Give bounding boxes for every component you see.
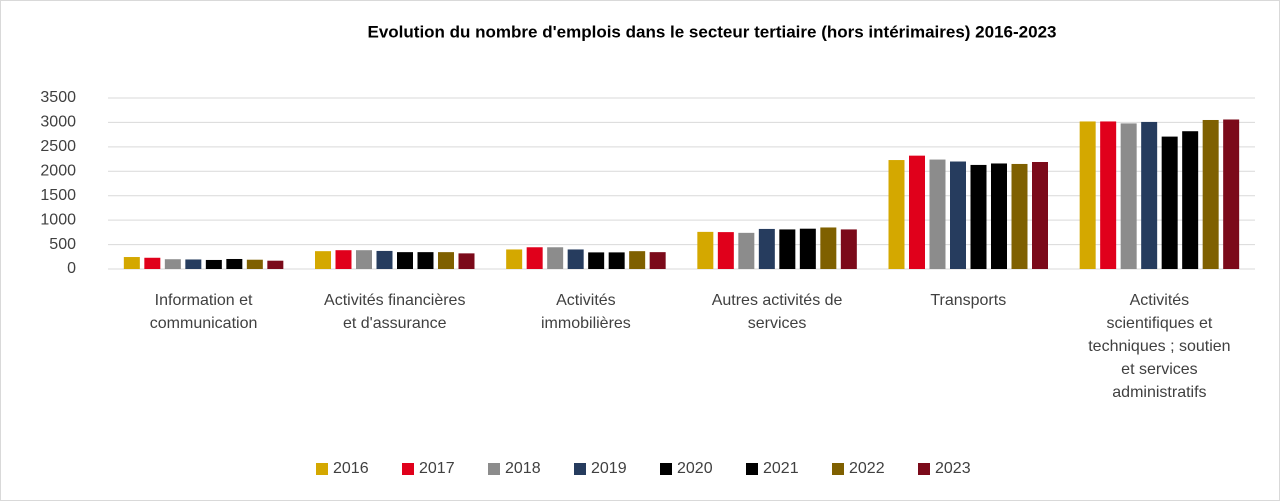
bar xyxy=(397,252,413,269)
legend-swatch xyxy=(488,463,500,475)
bar xyxy=(144,257,161,269)
bar xyxy=(547,247,564,269)
bar xyxy=(164,259,181,269)
y-tick-label: 3500 xyxy=(40,89,76,106)
y-tick-label: 500 xyxy=(49,236,76,253)
y-tick-label: 3000 xyxy=(40,114,76,131)
legend-swatch xyxy=(660,463,672,475)
bar xyxy=(1011,163,1028,269)
bar xyxy=(929,159,946,269)
bar xyxy=(1161,136,1178,269)
bar xyxy=(779,229,796,269)
legend-swatch xyxy=(918,463,930,475)
legend-label: 2019 xyxy=(591,460,627,477)
legend-label: 2016 xyxy=(333,460,369,477)
x-tick-label: Activités financières et d'assurance xyxy=(324,292,466,332)
legend-label: 2017 xyxy=(419,460,455,477)
bar xyxy=(356,250,372,269)
bar xyxy=(840,229,857,269)
y-tick-label: 1500 xyxy=(40,187,76,204)
bar xyxy=(438,252,454,269)
bar xyxy=(526,247,543,269)
bar xyxy=(315,251,331,269)
legend-swatch xyxy=(402,463,414,475)
bar xyxy=(1223,119,1240,269)
chart-title: Evolution du nombre d'emplois dans le se… xyxy=(368,22,1057,41)
bar xyxy=(950,161,966,269)
bar xyxy=(820,227,837,269)
bar xyxy=(1079,121,1096,269)
legend-swatch xyxy=(574,463,586,475)
x-tick-label: Activités immobilières xyxy=(541,292,631,332)
bar xyxy=(376,250,393,269)
bar xyxy=(267,260,284,269)
bar xyxy=(608,252,625,269)
y-tick-label: 2500 xyxy=(40,138,76,155)
bar xyxy=(1202,119,1219,269)
legend-swatch xyxy=(316,463,328,475)
bar xyxy=(588,252,605,269)
y-tick-label: 1000 xyxy=(40,211,76,228)
bar xyxy=(226,258,243,269)
y-tick-label: 2000 xyxy=(40,163,76,180)
bar xyxy=(1141,121,1158,269)
bar xyxy=(417,252,434,269)
bar xyxy=(758,228,775,269)
bar xyxy=(1120,123,1137,269)
bar xyxy=(629,251,646,269)
bar xyxy=(335,250,352,269)
bar xyxy=(123,257,140,269)
x-tick-label: Information et communication xyxy=(149,292,258,332)
bar xyxy=(567,249,584,269)
x-tick-label: Transports xyxy=(930,292,1007,309)
bar xyxy=(205,259,222,269)
bar xyxy=(1032,162,1048,269)
bar xyxy=(458,253,475,269)
bar xyxy=(1182,131,1199,269)
x-tick-label: Activités scientifiques et techniques ; … xyxy=(1088,292,1231,401)
x-tick-label: Autres activités de services xyxy=(711,292,843,332)
bar xyxy=(909,155,925,269)
bar xyxy=(888,160,905,269)
legend-label: 2021 xyxy=(763,460,799,477)
bar xyxy=(717,232,734,269)
legend-swatch xyxy=(746,463,758,475)
legend-label: 2018 xyxy=(505,460,541,477)
bar xyxy=(649,252,666,269)
legend-label: 2023 xyxy=(935,460,971,477)
legend-label: 2020 xyxy=(677,460,713,477)
bar xyxy=(506,249,523,269)
bar xyxy=(1100,121,1117,269)
bar xyxy=(697,231,714,269)
bar xyxy=(970,164,987,269)
bar xyxy=(738,232,755,269)
bar xyxy=(991,163,1007,269)
legend-swatch xyxy=(832,463,844,475)
bar xyxy=(246,259,263,269)
bar xyxy=(185,259,202,269)
y-tick-label: 0 xyxy=(67,260,76,277)
bar xyxy=(799,228,816,269)
legend-label: 2022 xyxy=(849,460,885,477)
